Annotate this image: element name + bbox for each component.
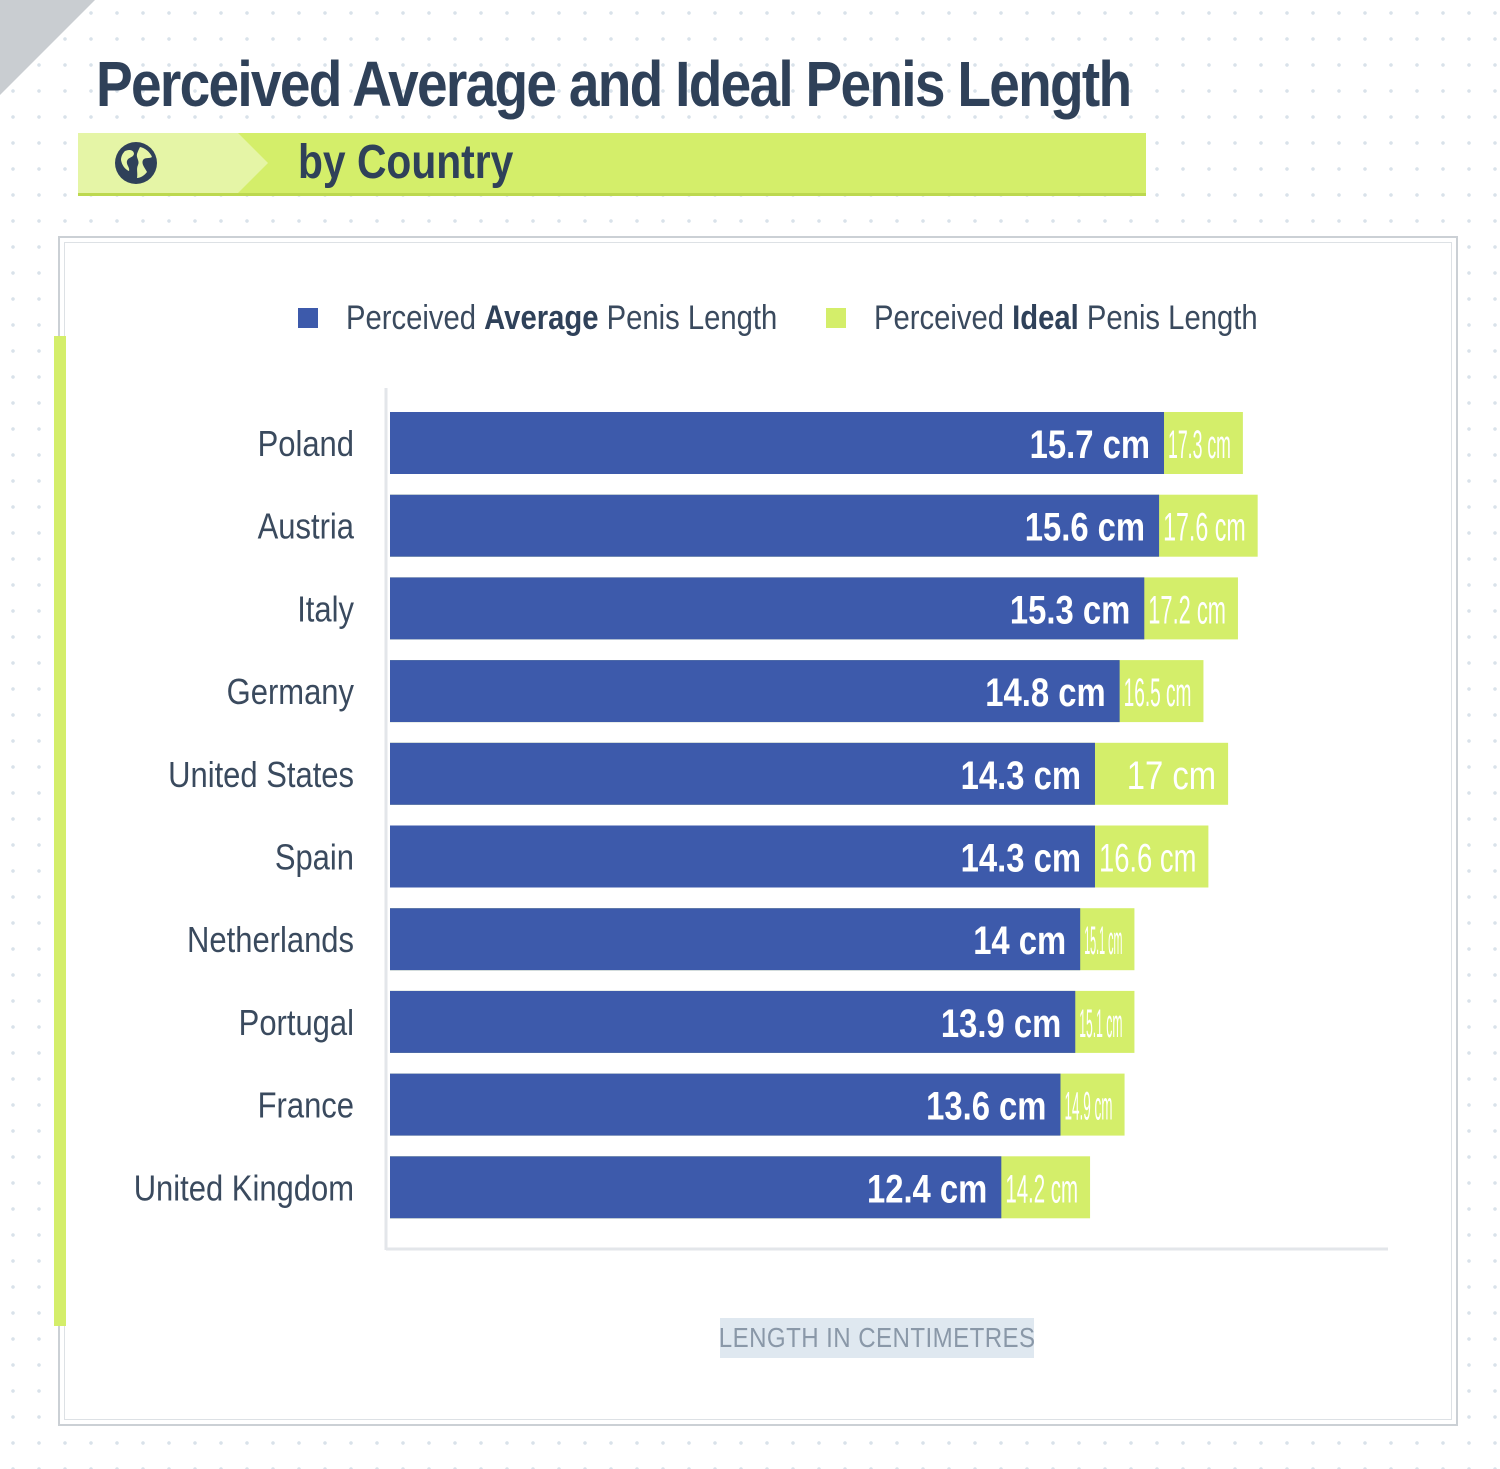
value-label-ideal: 17.3 cm <box>1168 423 1231 467</box>
value-label-average: 15.6 cm <box>1025 506 1145 550</box>
legend-label-ideal: Perceived Ideal Penis Length <box>874 298 1258 337</box>
category-label: Poland <box>258 423 354 464</box>
value-label-ideal: 17.6 cm <box>1163 506 1246 550</box>
bar-average <box>390 1156 1002 1219</box>
value-label-ideal: 16.5 cm <box>1124 671 1192 715</box>
bar-average <box>390 825 1095 888</box>
category-label: Spain <box>275 837 354 878</box>
value-label-ideal: 14.2 cm <box>1005 1167 1078 1211</box>
category-label: United Kingdom <box>134 1167 354 1208</box>
accent-bar <box>54 336 66 1326</box>
legend-item-ideal: Perceived Ideal Penis Length <box>826 296 1320 340</box>
value-label-average: 14.8 cm <box>985 671 1105 715</box>
legend-label-average: Perceived Average Penis Length <box>346 298 778 337</box>
value-label-average: 13.9 cm <box>941 1002 1061 1046</box>
value-label-ideal: 15.1 cm <box>1079 1002 1122 1046</box>
bar-average <box>390 412 1165 474</box>
bar-average <box>390 577 1145 640</box>
bar-average <box>390 660 1120 723</box>
chart-subtitle: by Country <box>298 136 514 189</box>
x-axis-label: LENGTH IN CENTIMETRES <box>718 1322 1036 1353</box>
subtitle-band: by Country <box>78 133 1146 196</box>
bars-group: Poland 15.7 cm 17.3 cm Austria 15.6 cm 17.6 c… <box>134 412 1258 1219</box>
value-label-ideal: 14.9 cm <box>1064 1085 1112 1129</box>
value-label-average: 15.7 cm <box>1030 423 1150 467</box>
value-label-average: 13.6 cm <box>926 1085 1046 1129</box>
bar-average <box>390 494 1160 557</box>
legend-swatch-average <box>298 308 318 328</box>
category-label: Italy <box>297 588 354 629</box>
legend-item-average: Perceived Average Penis Length <box>298 296 848 340</box>
value-label-ideal: 17 cm <box>1127 754 1216 798</box>
category-label: Germany <box>227 671 354 712</box>
value-label-average: 14.3 cm <box>961 754 1081 798</box>
chart-title: Perceived Average and Ideal Penis Length <box>96 48 1132 120</box>
bar-average <box>390 742 1095 805</box>
value-label-average: 15.3 cm <box>1010 588 1130 632</box>
value-label-average: 14.3 cm <box>961 837 1081 881</box>
bar-average <box>390 908 1081 971</box>
globe-chevron <box>78 133 268 193</box>
value-label-ideal: 16.6 cm <box>1099 837 1196 881</box>
corner-fold <box>0 0 95 95</box>
category-label: France <box>258 1085 354 1126</box>
value-label-ideal: 17.2 cm <box>1148 588 1226 632</box>
category-label: Netherlands <box>187 919 354 960</box>
bar-average <box>390 1073 1061 1136</box>
globe-icon <box>115 142 157 184</box>
bar-average <box>390 990 1076 1053</box>
value-label-ideal: 15.1 cm <box>1084 919 1122 963</box>
category-label: Portugal <box>239 1002 354 1043</box>
x-axis-label-box: LENGTH IN CENTIMETRES <box>718 1318 1036 1358</box>
category-label: United States <box>168 754 354 795</box>
category-label: Austria <box>258 506 355 547</box>
value-label-average: 12.4 cm <box>867 1167 987 1211</box>
value-label-average: 14 cm <box>973 919 1066 963</box>
legend-swatch-ideal <box>826 308 846 328</box>
